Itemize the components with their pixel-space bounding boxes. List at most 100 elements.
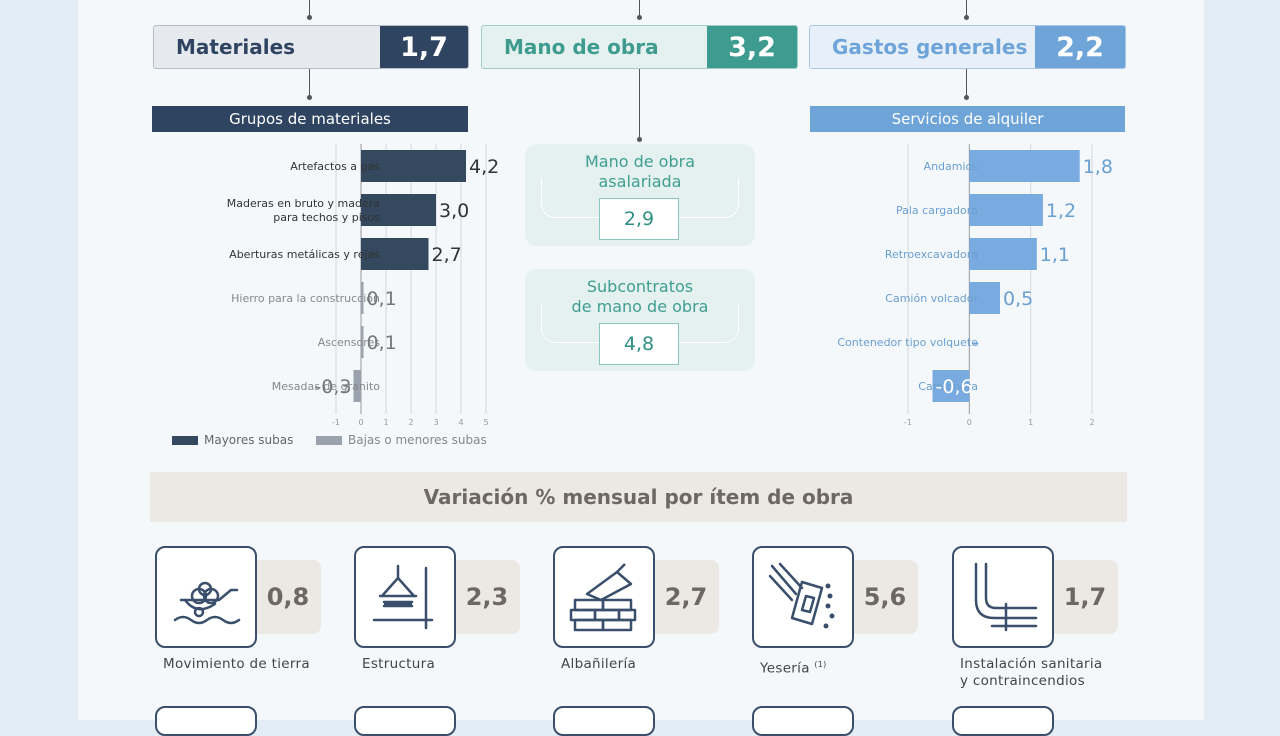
- bar: [361, 326, 364, 358]
- tick-label: 0: [967, 418, 972, 427]
- category-value: 3,2: [707, 26, 797, 68]
- category-mano-de-obra: Mano de obra 3,2: [481, 25, 798, 69]
- item-value: 5,6: [852, 560, 918, 634]
- item-label: Estructura: [362, 656, 436, 672]
- next-row-tile: [553, 706, 655, 736]
- mano-obra-asalariada-box: Mano de obra asalariada 2,9: [525, 144, 755, 246]
- category-gastos-generales: Gastos generales 2,2: [809, 25, 1126, 69]
- bar: [361, 282, 364, 314]
- legend-swatch-minor: [316, 435, 342, 445]
- category-label: Maderas en bruto y madera: [227, 197, 380, 210]
- plastering-icon-box: [752, 546, 854, 648]
- tick-label: 2: [408, 418, 413, 427]
- value-label: -0,6: [936, 376, 973, 398]
- category-label: Hierro para la construcción: [231, 292, 380, 305]
- bar: [361, 194, 436, 226]
- value-label: -: [972, 332, 979, 354]
- tick-label: 3: [433, 418, 438, 427]
- box-title-line2: asalariada: [598, 172, 682, 191]
- category-label: Aberturas metálicas y rejas: [229, 248, 380, 261]
- item-label: Yesería (1): [760, 660, 827, 677]
- category-value: 1,7: [380, 26, 468, 68]
- bar: [361, 238, 429, 270]
- box-value: 2,9: [599, 198, 679, 240]
- box-title-line1: Subcontratos: [586, 277, 694, 296]
- tick-label: -1: [332, 418, 340, 427]
- servicios-group-header: Servicios de alquiler: [810, 106, 1125, 132]
- legend-swatch-major: [172, 435, 198, 445]
- plumbing-icon: [974, 562, 1038, 632]
- tick-label: 0: [358, 418, 363, 427]
- value-label: 3,0: [439, 200, 469, 222]
- connector-line: [309, 69, 310, 97]
- tick-label: 4: [458, 418, 463, 427]
- next-row-tile: [752, 706, 854, 736]
- value-label: 0,5: [1003, 288, 1033, 310]
- materiales-bar-chart: -1 0 1 2 3 4 5 Artefactos a gas 4,2 Maderas en br…: [227, 144, 499, 427]
- category-label: Pala cargadora: [896, 204, 978, 217]
- bar: [353, 370, 361, 402]
- connector-line: [309, 0, 310, 17]
- category-label: Contenedor tipo volquete: [837, 336, 978, 349]
- bar: [969, 282, 1000, 314]
- legend-major: Mayores subas: [172, 433, 293, 447]
- connector-dot: [307, 95, 312, 100]
- value-label: 0,1: [367, 332, 397, 354]
- item-value: 1,7: [1052, 560, 1118, 634]
- item-label: Albañilería: [561, 656, 637, 672]
- value-label: 0,1: [367, 288, 397, 310]
- category-label: Ascensores: [318, 336, 381, 349]
- earthwork-icon: [173, 581, 241, 625]
- item-label: Movimiento de tierra: [163, 656, 310, 672]
- masonry-icon-box: [553, 546, 655, 648]
- value-label: 1,1: [1040, 244, 1070, 266]
- value-label: 1,2: [1046, 200, 1076, 222]
- box-title: Mano de obra asalariada: [525, 152, 755, 192]
- category-label: Mesadas de granito: [272, 380, 381, 393]
- category-materiales: Materiales 1,7: [153, 25, 469, 69]
- plastering-icon: [768, 562, 835, 629]
- earthwork-icon-box: [155, 546, 257, 648]
- tick-label: 1: [383, 418, 388, 427]
- next-row-tile: [354, 706, 456, 736]
- infographic-page: Materiales 1,7 Mano de obra 3,2 Gastos g…: [78, 0, 1204, 736]
- structure-icon: [372, 564, 434, 630]
- connector-line: [639, 69, 640, 139]
- box-title-line1: Mano de obra: [584, 152, 696, 171]
- box-title: Subcontratos de mano de obra: [525, 277, 755, 317]
- box-title-line2: de mano de obra: [571, 297, 709, 316]
- box-value: 4,8: [599, 323, 679, 365]
- tick-label: 2: [1089, 418, 1094, 427]
- tick-label: 5: [483, 418, 488, 427]
- bar: [969, 150, 1080, 182]
- connector-line: [966, 0, 967, 17]
- category-label: Mano de obra: [504, 35, 659, 59]
- materiales-group-header: Grupos de materiales: [152, 106, 468, 132]
- item-label: Instalación sanitaria y contraincendios: [960, 656, 1103, 689]
- connector-dot: [964, 95, 969, 100]
- category-label: Artefactos a gas: [290, 160, 380, 173]
- bar: [969, 194, 1043, 226]
- section-title: Variación % mensual por ítem de obra: [150, 472, 1127, 522]
- legend-minor: Bajas o menores subas: [316, 433, 487, 447]
- bar: [969, 238, 1037, 270]
- connector-dot: [637, 15, 642, 20]
- category-value: 2,2: [1035, 26, 1125, 68]
- subcontratos-box: Subcontratos de mano de obra 4,8: [525, 269, 755, 371]
- connector-dot: [307, 15, 312, 20]
- tick-label: -1: [904, 418, 912, 427]
- value-label: 4,2: [469, 156, 499, 178]
- connector-line: [639, 0, 640, 17]
- legend-label: Mayores subas: [204, 433, 294, 447]
- category-label: Andamios: [924, 160, 979, 173]
- masonry-icon: [569, 563, 637, 632]
- category-label: Camioneta: [918, 380, 978, 393]
- structure-icon-box: [354, 546, 456, 648]
- category-label: para techos y pisos: [273, 211, 380, 224]
- plumbing-icon-box: [952, 546, 1054, 648]
- category-label: Retroexcavadora: [885, 248, 978, 261]
- connector-line: [966, 69, 967, 97]
- bar: [361, 150, 466, 182]
- tick-label: 1: [1028, 418, 1033, 427]
- item-value: 0,8: [255, 560, 321, 634]
